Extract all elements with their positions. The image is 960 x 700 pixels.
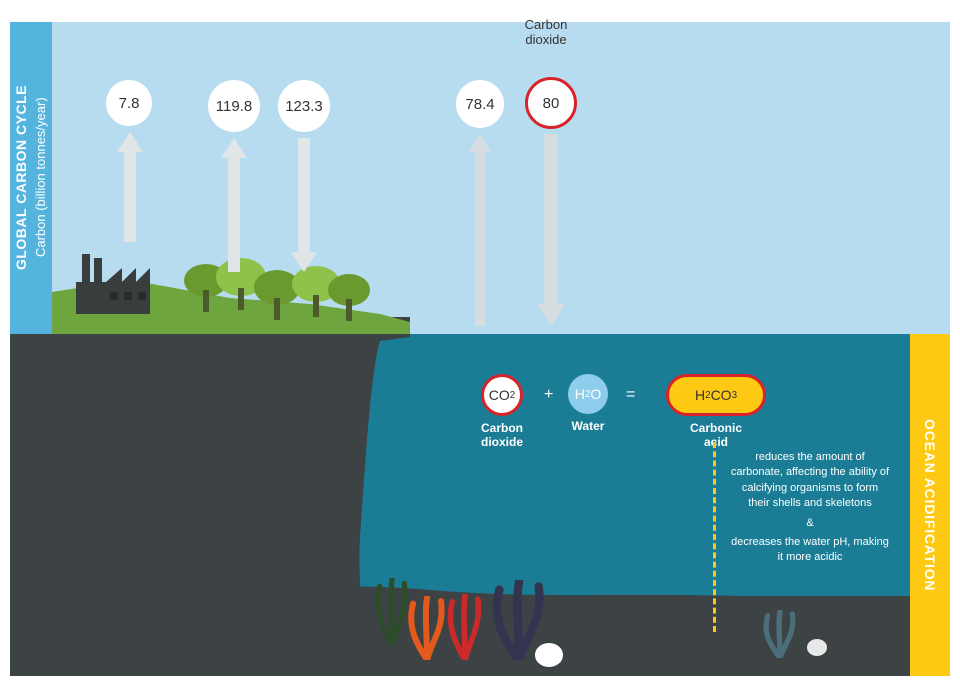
effects-text: reduces the amount of carbonate, affecti…: [730, 450, 890, 566]
tree-trunk: [238, 288, 244, 310]
chip-co2-caption: Carbondioxide: [457, 422, 547, 450]
flux-arrow-a-ocean-down: [529, 134, 573, 326]
value-bubble-veg_absorb: 123.3: [278, 80, 330, 132]
flux-arrow-a-ocean-up: [462, 134, 498, 326]
effects-amp: &: [730, 516, 890, 531]
effects-divider: [713, 442, 716, 632]
flux-arrow-a-veg-up: [214, 138, 254, 272]
value-bubble-ocean_absorb: 80: [525, 77, 577, 129]
shell-icon: [806, 638, 828, 657]
effects-line1: reduces the amount of carbonate, affecti…: [730, 450, 890, 512]
coral-icon: [442, 594, 488, 665]
chip-h2co3: H2CO3: [666, 374, 766, 416]
diagram-inner: GLOBAL CARBON CYCLE Carbon (billion tonn…: [10, 22, 950, 676]
shell-icon: [534, 642, 564, 668]
diagram-frame: GLOBAL CARBON CYCLE Carbon (billion tonn…: [0, 0, 960, 700]
tree-trunk: [346, 299, 352, 321]
coral-icon: [758, 610, 802, 663]
chip-h2o-caption: Water: [543, 420, 633, 434]
chip-h2co3-caption: Carbonicacid: [666, 422, 766, 450]
value-bubble-emissions: 7.8: [106, 80, 152, 126]
chip-h2o: H2O: [568, 374, 608, 414]
effects-line2: decreases the water pH, making it more a…: [730, 535, 890, 566]
co2-top-label: Carbondioxide: [511, 18, 581, 48]
sidebar-left: GLOBAL CARBON CYCLE Carbon (billion tonn…: [10, 22, 52, 334]
sidebar-right: OCEAN ACIDIFICATION: [910, 334, 950, 676]
tree-trunk: [274, 298, 280, 320]
chem-plus: +: [544, 386, 553, 404]
sidebar-left-text: GLOBAL CARBON CYCLE Carbon (billion tonn…: [11, 85, 51, 270]
chip-co2: CO2: [481, 374, 523, 416]
value-bubble-veg_release: 119.8: [208, 80, 260, 132]
sidebar-left-title: GLOBAL CARBON CYCLE: [13, 85, 29, 270]
flux-arrow-a-veg-down: [284, 138, 324, 272]
factory-icon: [76, 254, 150, 319]
flux-arrow-a-emissions: [110, 132, 150, 242]
sidebar-left-subtitle: Carbon (billion tonnes/year): [33, 98, 48, 258]
tree-trunk: [203, 290, 209, 312]
value-bubble-ocean_release: 78.4: [456, 80, 504, 128]
sidebar-right-title: OCEAN ACIDIFICATION: [922, 419, 938, 591]
chem-equals: =: [626, 386, 635, 404]
tree-trunk: [313, 295, 319, 317]
